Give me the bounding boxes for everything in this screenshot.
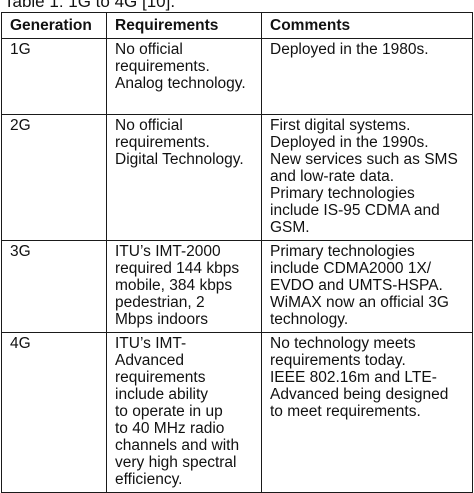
comments-cell: No technology meets requirements today. … (261, 332, 473, 493)
table-row: 3G ITU’s IMT-2000 required 144 kbps mobi… (1, 240, 473, 333)
generation-text: 3G (10, 243, 31, 260)
generation-cell: 2G (1, 114, 107, 241)
generation-text: 1G (10, 41, 31, 58)
generation-cell: 3G (1, 240, 107, 333)
comments-text: Deployed in the 1980s. (270, 41, 429, 58)
table-row: 1G No official requirements. Analog tech… (1, 38, 473, 115)
requirements-text: ITU’s IMT- Advanced requirements include… (115, 335, 240, 488)
requirements-cell: No official requirements. Digital Techno… (106, 114, 262, 241)
comments-text: First digital systems. Deployed in the 1… (270, 117, 458, 236)
requirements-cell: ITU’s IMT-2000 required 144 kbps mobile,… (106, 240, 262, 333)
table-row: 2G No official requirements. Digital Tec… (1, 114, 473, 241)
comments-text: Primary technologies include CDMA2000 1X… (270, 243, 449, 328)
comments-cell: Primary technologies include CDMA2000 1X… (261, 240, 473, 333)
requirements-text: No official requirements. Analog technol… (115, 41, 246, 92)
requirements-cell: No official requirements. Analog technol… (106, 38, 262, 115)
header-comments: Comments (261, 12, 473, 39)
comments-cell: Deployed in the 1980s. (261, 38, 473, 115)
header-requirements: Requirements (106, 12, 262, 39)
generations-table: Generation Requirements Comments 1G No o… (1, 12, 473, 493)
comments-cell: First digital systems. Deployed in the 1… (261, 114, 473, 241)
generation-text: 2G (10, 117, 31, 134)
requirements-text: No official requirements. Digital Techno… (115, 117, 244, 168)
comments-text: No technology meets requirements today. … (270, 335, 449, 420)
table-header-row: Generation Requirements Comments (1, 12, 473, 39)
requirements-cell: ITU’s IMT- Advanced requirements include… (106, 332, 262, 493)
table-row: 4G ITU’s IMT- Advanced requirements incl… (1, 332, 473, 493)
requirements-text: ITU’s IMT-2000 required 144 kbps mobile,… (115, 243, 240, 328)
generation-text: 4G (10, 335, 31, 352)
table-caption: Table 1: 1G to 4G [10]. (4, 0, 176, 11)
generation-cell: 1G (1, 38, 107, 115)
generation-cell: 4G (1, 332, 107, 493)
header-generation: Generation (1, 12, 107, 39)
